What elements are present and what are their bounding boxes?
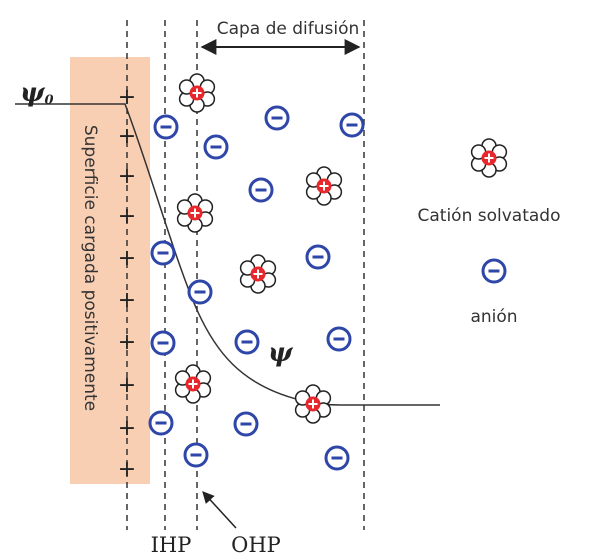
anion-icon xyxy=(324,445,350,471)
plus-sign: + xyxy=(118,416,136,441)
plus-sign: + xyxy=(118,288,136,313)
solvated-cation-icon xyxy=(294,384,332,424)
anion-icon xyxy=(150,240,176,266)
solvated-cation-icon xyxy=(174,364,212,404)
anion-icon xyxy=(248,177,274,203)
plus-sign: + xyxy=(118,373,136,398)
solvated-cation-icon xyxy=(239,254,277,294)
anion-icon xyxy=(203,134,229,160)
legend-cation-label: Catión solvatado xyxy=(418,206,561,226)
plus-sign: + xyxy=(118,330,136,355)
psi-label: ψ xyxy=(268,338,294,368)
anion-icon xyxy=(339,112,365,138)
anion-icon xyxy=(148,410,174,436)
plus-sign: + xyxy=(118,246,136,271)
solvated-cation-icon xyxy=(176,193,214,233)
psi0-label: ψ0 xyxy=(20,78,54,108)
plus-sign: + xyxy=(118,457,136,482)
anion-icon xyxy=(153,114,179,140)
anion-icon xyxy=(305,244,331,270)
ohp-label: OHP xyxy=(231,533,281,556)
surface-label: Superficie cargada positivamente xyxy=(80,125,100,411)
plus-sign: + xyxy=(118,85,136,110)
legend-anion-icon xyxy=(481,258,507,284)
ohp-pointer-arrow xyxy=(202,491,237,529)
solvated-cation-icon xyxy=(305,166,343,206)
anion-icon xyxy=(183,442,209,468)
charged-surface-region xyxy=(70,57,150,484)
anion-icon xyxy=(150,330,176,356)
anion-icon xyxy=(326,326,352,352)
anion-icon xyxy=(187,279,213,305)
anion-icon xyxy=(233,411,259,437)
plus-sign: + xyxy=(118,124,136,149)
ihp-label: IHP xyxy=(151,533,192,556)
anion-icon xyxy=(234,329,260,355)
legend-cation-icon xyxy=(470,138,508,178)
plus-sign: + xyxy=(118,164,136,189)
plus-sign: + xyxy=(118,204,136,229)
anion-icon xyxy=(264,105,290,131)
diffusion-layer-label: Capa de difusión xyxy=(217,19,360,39)
legend-anion-label: anión xyxy=(470,307,517,327)
surface-plus-signs: + + + + + + + + + + xyxy=(118,85,136,482)
solvated-cation-icon xyxy=(178,73,216,113)
